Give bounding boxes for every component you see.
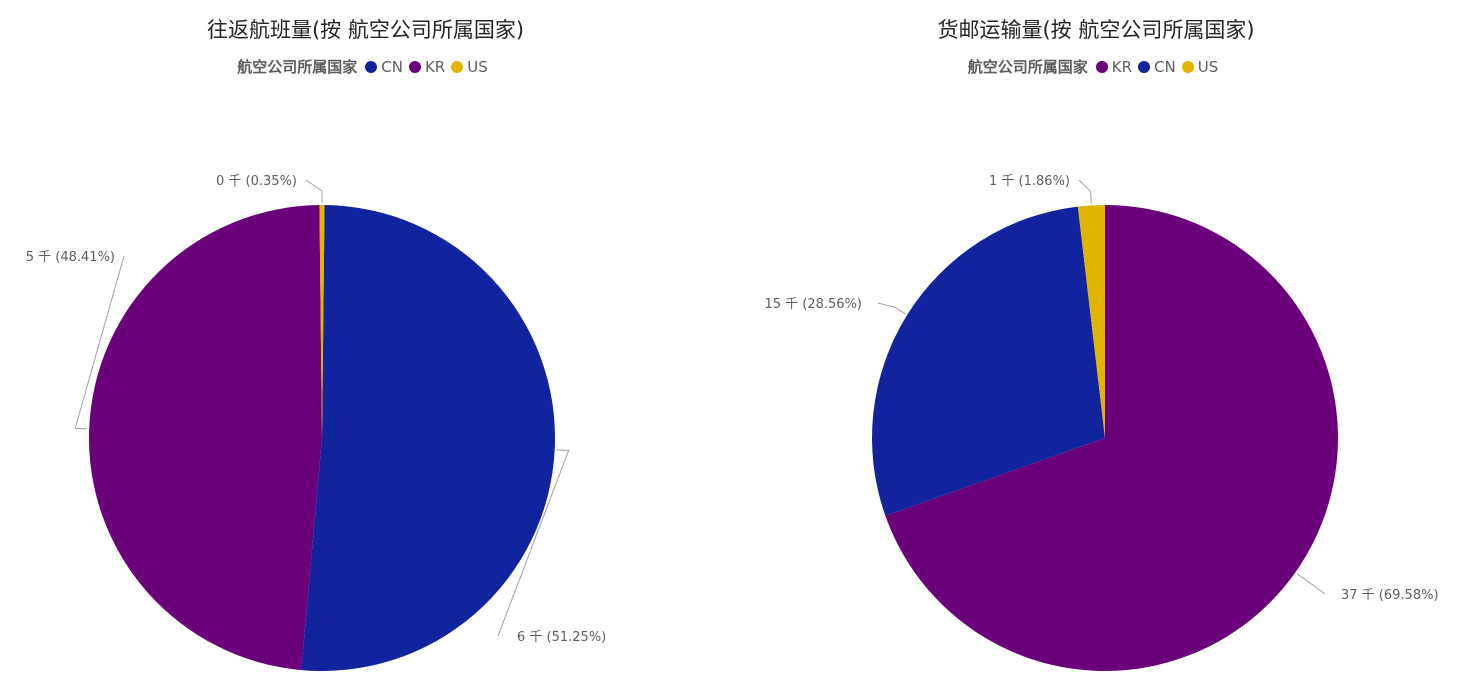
- chart-title: 往返航班量(按 航空公司所属国家): [206, 18, 525, 42]
- legend-label: CN: [1154, 57, 1176, 76]
- pie-slice-cn[interactable]: [301, 205, 556, 671]
- pie-slice-us[interactable]: [1077, 205, 1105, 438]
- legend-dot-icon: [1181, 60, 1194, 73]
- legend-item-kr[interactable]: KR: [408, 57, 446, 76]
- leader-line: [74, 255, 125, 430]
- data-label: 1 千 (1.86%): [989, 174, 1070, 189]
- legend-dot-icon: [1095, 60, 1108, 73]
- legend-title: 航空公司所属国家: [967, 58, 1088, 76]
- leader-line: [877, 302, 906, 315]
- legend-dot-icon: [451, 60, 464, 73]
- leader-line: [305, 179, 323, 204]
- legend-label: CN: [381, 57, 403, 76]
- chart-legend: 航空公司所属国家 KR CN US: [731, 56, 1461, 77]
- right-chart-panel: 货邮运输量(按 航空公司所属国家) 航空公司所属国家 KR CN US 37 千…: [731, 0, 1461, 692]
- legend-label: US: [467, 57, 488, 76]
- legend-dot-icon: [365, 60, 378, 73]
- pie-slice-cn[interactable]: [872, 206, 1105, 516]
- legend-dot-icon: [408, 60, 421, 73]
- chart-title: 货邮运输量(按 航空公司所属国家): [937, 18, 1255, 42]
- data-label: 15 千 (28.56%): [764, 297, 862, 312]
- leader-line: [1078, 179, 1092, 204]
- leader-line: [497, 449, 570, 637]
- legend-label: KR: [1111, 57, 1133, 76]
- legend-title: 航空公司所属国家: [237, 58, 358, 76]
- data-label: 0 千 (0.35%): [216, 174, 297, 189]
- legend-label: US: [1197, 57, 1219, 76]
- legend-item-us[interactable]: US: [1181, 57, 1219, 76]
- legend-item-kr[interactable]: KR: [1095, 57, 1133, 76]
- pie-slice-us[interactable]: [319, 205, 325, 438]
- pie-chart: 37 千 (69.58%) 15 千 (28.56%) 1 千 (1.86%): [764, 174, 1439, 671]
- legend-dot-icon: [1138, 60, 1151, 73]
- data-label: 37 千 (69.58%): [1341, 588, 1439, 603]
- data-label: 5 千 (48.41%): [26, 250, 115, 265]
- pie-slice-kr[interactable]: [89, 205, 323, 671]
- legend-label: KR: [424, 57, 446, 76]
- leader-line: [1296, 573, 1326, 595]
- data-label: 6 千 (51.25%): [517, 630, 606, 645]
- left-chart-panel: 往返航班量(按 航空公司所属国家) 航空公司所属国家 CN KR US 6 千 …: [0, 18, 731, 671]
- pie-chart: 6 千 (51.25%) 5 千 (48.41%) 0 千 (0.35%): [26, 174, 606, 671]
- chart-legend: 航空公司所属国家 CN KR US: [0, 56, 731, 77]
- pie-slice-kr[interactable]: [885, 205, 1338, 671]
- legend-item-cn[interactable]: CN: [1138, 58, 1176, 76]
- legend-item-us[interactable]: US: [451, 58, 488, 76]
- legend-item-cn[interactable]: CN: [365, 58, 403, 76]
